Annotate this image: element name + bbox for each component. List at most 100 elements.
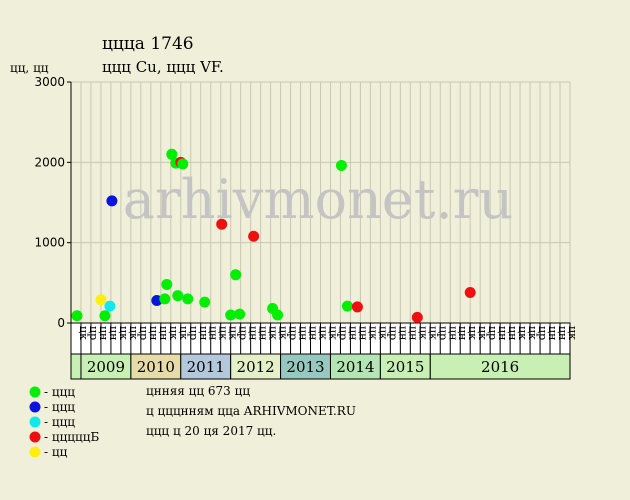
data-point xyxy=(335,160,347,172)
year-cell xyxy=(329,353,381,380)
period-label: цк xyxy=(277,326,290,340)
period-label: цн xyxy=(107,326,120,340)
plot-grid xyxy=(70,81,571,324)
period-label: цк xyxy=(177,326,190,340)
period-label-row: цкцрцнцнцкцкцрцнцнцкцкцрцнцнцкцкцрцнцнцк… xyxy=(70,322,579,355)
data-point xyxy=(464,286,476,298)
legend-marker xyxy=(29,416,41,428)
y-tick-label: 1000 xyxy=(34,236,65,250)
legend-marker xyxy=(29,446,41,458)
year-label: 2015 xyxy=(386,358,424,376)
period-label: цр xyxy=(486,326,499,340)
period-label: цн xyxy=(307,326,320,340)
period-label: цн xyxy=(147,326,160,340)
period-label: цн xyxy=(456,326,469,340)
footer-line-3: ццц ц 20 ця 2017 цц. xyxy=(146,424,276,438)
legend-marker xyxy=(29,401,41,413)
year-label: 2011 xyxy=(187,358,225,376)
y-axis: 0 1000 2000 3000 xyxy=(34,75,71,330)
data-point xyxy=(99,310,111,322)
period-label: цк xyxy=(77,326,90,340)
legend-label: - цц xyxy=(44,445,68,459)
period-label: цк xyxy=(426,326,439,340)
data-point xyxy=(182,293,194,305)
period-label: цн xyxy=(297,326,310,340)
legend-marker xyxy=(29,431,41,443)
legend-label: - цццццБ xyxy=(44,430,99,444)
period-label: цн xyxy=(406,326,419,340)
period-label: цр xyxy=(336,326,349,340)
period-label: цк xyxy=(416,326,429,340)
period-label: цр xyxy=(187,326,200,340)
period-label: цр xyxy=(536,326,549,340)
year-label: 2012 xyxy=(237,358,275,376)
year-label: 2013 xyxy=(286,358,324,376)
data-point xyxy=(234,308,246,320)
period-label: цн xyxy=(496,326,509,340)
period-label: цк xyxy=(317,326,330,340)
y-tick-label: 3000 xyxy=(34,75,65,89)
year-label: 2009 xyxy=(87,358,125,376)
chart-subtitle: ццц Cu, ццц VF. xyxy=(102,58,224,76)
period-label: цн xyxy=(356,326,369,340)
data-point xyxy=(341,300,353,312)
period-label: цн xyxy=(396,326,409,340)
data-point xyxy=(95,294,107,306)
period-label: цн xyxy=(556,326,569,340)
period-label: цн xyxy=(157,326,170,340)
period-label: цр xyxy=(237,326,250,340)
legend-label: - ццц xyxy=(44,400,75,414)
period-label: цк xyxy=(366,326,379,340)
data-point xyxy=(177,158,189,170)
year-label: 2010 xyxy=(137,358,175,376)
period-label: цр xyxy=(436,326,449,340)
year-label: 2014 xyxy=(336,358,374,376)
period-label: цк xyxy=(516,326,529,340)
period-label: цр xyxy=(87,326,100,340)
data-point xyxy=(106,195,118,207)
data-point xyxy=(71,310,83,322)
footer-line-2: ц цццнням цца ARHIVMONET.RU xyxy=(146,404,356,418)
legend-marker xyxy=(29,386,41,398)
period-label: цр xyxy=(287,326,300,340)
period-label: цн xyxy=(506,326,519,340)
legend: - ццц- ццц- ццц- цццццБ- цц xyxy=(29,385,99,459)
data-point xyxy=(104,300,116,312)
period-label: цк xyxy=(376,326,389,340)
data-point xyxy=(161,278,173,290)
period-label: цн xyxy=(446,326,459,340)
data-point xyxy=(411,311,423,323)
year-cell xyxy=(230,353,282,380)
data-point xyxy=(272,309,284,321)
data-point xyxy=(230,269,242,281)
period-label: цн xyxy=(346,326,359,340)
data-point xyxy=(351,301,363,313)
y-tick-label: 2000 xyxy=(34,155,65,169)
period-label: цк xyxy=(267,326,280,340)
data-point xyxy=(225,309,237,321)
data-point xyxy=(199,296,211,308)
period-label: цк xyxy=(466,326,479,340)
year-cell xyxy=(429,353,571,380)
period-label: цк xyxy=(526,326,539,340)
period-label: цн xyxy=(257,326,270,340)
data-point xyxy=(166,148,178,160)
period-label: цк xyxy=(117,326,130,340)
year-cell xyxy=(130,353,182,380)
footer-line-1: цнняя цц 673 цц xyxy=(146,384,250,398)
period-label: цр xyxy=(137,326,150,340)
legend-label: - ццц xyxy=(44,385,75,399)
period-label: цк xyxy=(566,326,579,340)
period-label: цк xyxy=(217,326,230,340)
y-tick-label: 0 xyxy=(57,316,65,330)
period-label: цк xyxy=(127,326,140,340)
year-cell xyxy=(379,353,431,380)
year-label-row: 2009 2010 2011 2012 2013 2014 2015 2016 xyxy=(70,353,571,380)
data-point xyxy=(248,230,260,242)
period-label: цн xyxy=(97,326,110,340)
period-label: цк xyxy=(326,326,339,340)
year-label: 2016 xyxy=(481,358,519,376)
chart-title: ццца 1746 xyxy=(102,34,194,54)
y-axis-unit-label: цц, цц xyxy=(10,61,49,75)
